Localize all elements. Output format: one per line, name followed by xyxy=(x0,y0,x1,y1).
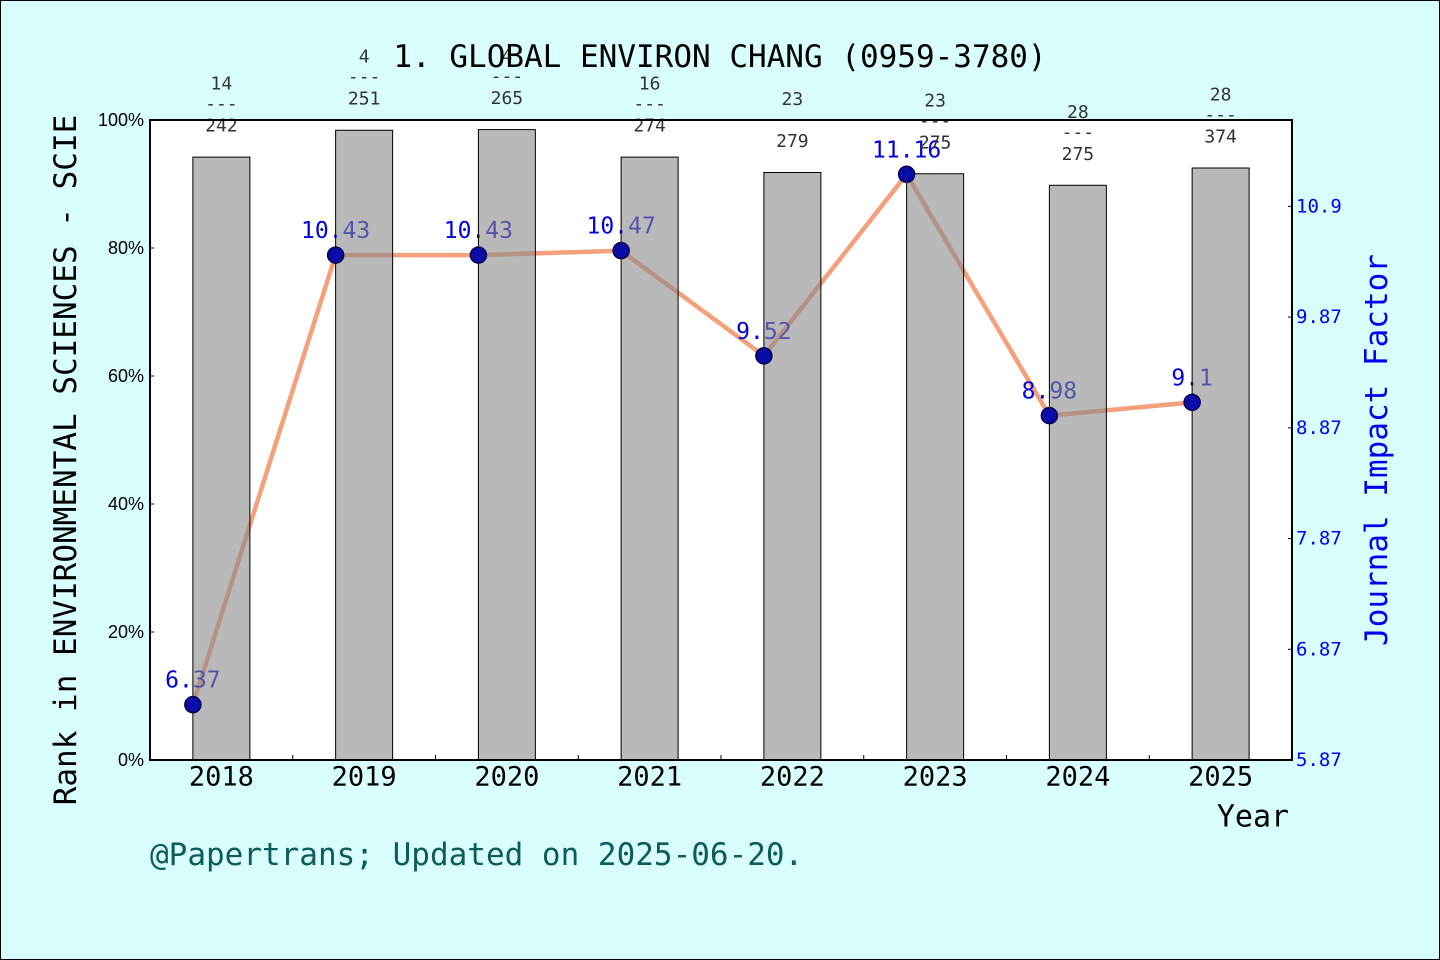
impact-factor-marker-2023 xyxy=(897,165,916,184)
rank-total-2022: 279 xyxy=(776,131,809,152)
x-tick-label-2023: 2023 xyxy=(903,762,968,793)
y2-tick-label: 6.87 xyxy=(1296,638,1342,660)
y2-tick-label: 7.87 xyxy=(1296,528,1342,550)
rank-position-2021: 16 xyxy=(639,74,661,95)
x-tick-label-2025: 2025 xyxy=(1188,762,1253,793)
rank-divider-2021: --- xyxy=(633,94,666,115)
y-tick-label: 80% xyxy=(108,238,144,258)
rank-bar-2019 xyxy=(335,129,394,761)
x-axis-label: Year xyxy=(1217,800,1289,835)
rank-bar-2022 xyxy=(763,171,822,761)
y-tick-label: 60% xyxy=(108,366,144,386)
impact-factor-marker-2021 xyxy=(612,241,630,260)
rank-position-2024: 28 xyxy=(1067,102,1089,123)
impact-factor-label-2023: 11.16 xyxy=(872,137,941,163)
rank-divider-2025: --- xyxy=(1204,105,1237,126)
y2-tick-label: 10.9 xyxy=(1296,195,1342,217)
impact-factor-marker-2018 xyxy=(184,695,202,714)
x-tick-label-2019: 2019 xyxy=(332,762,397,793)
impact-factor-marker-2024 xyxy=(1040,406,1059,425)
rank-bar-2018 xyxy=(192,156,251,761)
plot-area xyxy=(150,120,1292,760)
x-tick-label-2022: 2022 xyxy=(760,762,825,793)
rank-total-2024: 275 xyxy=(1062,144,1095,165)
rank-position-2023: 23 xyxy=(924,90,946,111)
y2-axis-label: Journal Impact Factor xyxy=(1359,254,1395,646)
rank-bar-2021 xyxy=(620,156,679,761)
y2-tick-label: 5.87 xyxy=(1296,749,1342,771)
rank-bar-2024 xyxy=(1048,184,1107,761)
rank-bar-2020 xyxy=(477,129,536,761)
impact-factor-marker-2020 xyxy=(469,246,488,264)
rank-bar-2023 xyxy=(906,173,965,761)
y-tick-label: 20% xyxy=(108,622,144,642)
y2-tick-label: 8.87 xyxy=(1296,417,1342,439)
rank-total-2025: 374 xyxy=(1204,127,1237,148)
y2-tick-label: 9.87 xyxy=(1296,306,1342,328)
y-tick-label: 40% xyxy=(108,494,144,514)
x-tick-label-2021: 2021 xyxy=(617,762,682,793)
rank-divider-2018: --- xyxy=(205,94,238,115)
rank-total-2020: 265 xyxy=(491,88,524,109)
footer-credit: @Papertrans; Updated on 2025-06-20. xyxy=(150,837,803,873)
rank-bars xyxy=(192,129,1250,761)
rank-total-2018: 242 xyxy=(205,116,238,137)
rank-total-2023: 275 xyxy=(919,132,952,153)
rank-position-2025: 28 xyxy=(1210,85,1232,106)
x-tick-label-2024: 2024 xyxy=(1045,762,1110,793)
axes: 2018 2019 2020 2021 2022 2023 2024 2025 0% 20% 40%… xyxy=(98,110,1342,793)
rank-total-2019: 251 xyxy=(348,89,381,110)
impact-factor-markers xyxy=(184,165,1201,714)
chart-title: 1. GLOBAL ENVIRON CHANG (0959-3780) xyxy=(393,39,1046,75)
x-tick-label-2018: 2018 xyxy=(189,762,254,793)
y-tick-label: 0% xyxy=(118,750,144,770)
y-tick-label: 100% xyxy=(98,110,144,130)
y-axis-label: Rank in ENVIRONMENTAL SCIENCES - SCIE xyxy=(48,115,84,806)
impact-factor-marker-2025 xyxy=(1183,393,1201,412)
x-tick-label-2020: 2020 xyxy=(474,762,539,793)
rank-divider-2024: --- xyxy=(1062,122,1095,143)
rank-position-2018: 14 xyxy=(211,74,233,95)
impact-factor-marker-2022 xyxy=(755,347,773,365)
rank-divider-2020: --- xyxy=(491,66,524,87)
rank-position-2019: 4 xyxy=(359,47,370,68)
impact-factor-marker-2019 xyxy=(326,246,345,264)
rank-bar-2025 xyxy=(1191,167,1250,761)
rank-divider-2019: --- xyxy=(348,67,381,88)
rank-position-2022: 23 xyxy=(782,89,804,110)
rank-total-2021: 274 xyxy=(633,116,666,137)
rank-position-2020: 4 xyxy=(501,46,512,67)
